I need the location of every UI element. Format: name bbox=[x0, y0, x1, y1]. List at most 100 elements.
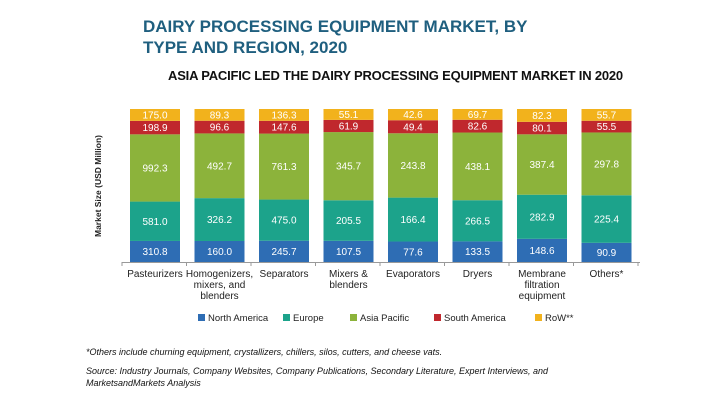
data-label: 345.7 bbox=[336, 162, 361, 173]
bar-segment-asia-pacific bbox=[581, 132, 632, 196]
data-label: 282.9 bbox=[529, 212, 554, 223]
bar-segment-europe bbox=[517, 194, 567, 239]
bar-segment-south-america bbox=[194, 120, 245, 134]
data-label: 581.0 bbox=[142, 217, 167, 228]
legend-swatch bbox=[198, 314, 205, 321]
x-tick-label: filtration bbox=[524, 280, 559, 291]
data-label: 55.1 bbox=[339, 110, 359, 121]
y-axis-label: Market Size (USD Million) bbox=[93, 135, 103, 237]
x-tick-label: Mixers & bbox=[329, 269, 368, 280]
data-label: 89.3 bbox=[210, 110, 230, 121]
data-label: 326.2 bbox=[207, 215, 232, 226]
legend-label: RoW** bbox=[545, 313, 574, 324]
data-label: 55.7 bbox=[597, 110, 617, 121]
legend-label: North America bbox=[208, 313, 269, 324]
bar-segment-europe bbox=[581, 195, 632, 243]
bar-segment-south-america bbox=[259, 120, 309, 134]
data-label: 492.7 bbox=[207, 161, 232, 172]
data-label: 69.7 bbox=[468, 110, 488, 121]
x-tick-label: Evaporators bbox=[386, 269, 440, 280]
legend-swatch bbox=[434, 314, 441, 321]
legend-swatch bbox=[535, 314, 542, 321]
bar-segment-europe bbox=[259, 199, 309, 241]
bar-segment-europe bbox=[194, 198, 245, 241]
bar-segment-asia-pacific bbox=[388, 133, 438, 198]
data-label: 198.9 bbox=[142, 123, 167, 134]
bar-segment-north-america bbox=[130, 240, 180, 262]
legend-label: South America bbox=[444, 313, 506, 324]
bar-segment-north-america bbox=[581, 242, 632, 262]
legend-label: Asia Pacific bbox=[360, 313, 409, 324]
bar-segment-north-america bbox=[517, 238, 567, 262]
footnote-others: *Others include churning equipment, crys… bbox=[86, 347, 443, 357]
bar-segment-row- bbox=[130, 109, 180, 121]
data-label: 160.0 bbox=[207, 247, 232, 258]
data-label: 42.6 bbox=[403, 110, 423, 121]
chart-title: DAIRY PROCESSING EQUIPMENT MARKET, BY TY… bbox=[143, 17, 528, 57]
bar-segment-south-america bbox=[323, 119, 374, 133]
data-label: 475.0 bbox=[271, 216, 296, 227]
data-label: 136.3 bbox=[271, 110, 296, 121]
data-label: 310.8 bbox=[142, 247, 167, 258]
data-label: 175.0 bbox=[142, 110, 167, 121]
data-label: 225.4 bbox=[594, 215, 619, 226]
legend-swatch bbox=[283, 314, 290, 321]
data-label: 297.8 bbox=[594, 159, 619, 170]
bar-segment-north-america bbox=[452, 241, 503, 262]
bar-segment-asia-pacific bbox=[452, 132, 503, 201]
x-tick-label: Membrane bbox=[518, 269, 566, 280]
data-label: 77.6 bbox=[403, 247, 423, 258]
data-label: 55.5 bbox=[597, 122, 617, 133]
bar-segment-europe bbox=[130, 201, 180, 241]
data-label: 245.7 bbox=[271, 247, 296, 258]
bar-segment-asia-pacific bbox=[323, 132, 374, 201]
data-label: 148.6 bbox=[529, 246, 554, 257]
bar-segment-north-america bbox=[194, 240, 245, 262]
bar-segment-row- bbox=[259, 109, 309, 121]
footnote-source-line2: MarketsandMarkets Analysis bbox=[86, 378, 201, 388]
data-label: 205.5 bbox=[336, 216, 361, 227]
x-tick-label: Others* bbox=[590, 269, 624, 280]
data-label: 61.9 bbox=[339, 121, 359, 132]
bar-segment-europe bbox=[452, 200, 503, 242]
data-label: 761.3 bbox=[271, 162, 296, 173]
footnote-source-line1: Source: Industry Journals, Company Websi… bbox=[86, 366, 549, 376]
data-label: 96.6 bbox=[210, 123, 230, 134]
bar-segment-europe bbox=[323, 200, 374, 241]
x-tick-label: Dryers bbox=[463, 269, 492, 280]
legend-label: Europe bbox=[293, 313, 324, 324]
data-label: 243.8 bbox=[400, 161, 425, 172]
bar-segment-row- bbox=[388, 109, 438, 121]
bar-segment-asia-pacific bbox=[194, 133, 245, 199]
data-label: 266.5 bbox=[465, 216, 490, 227]
bar-segment-south-america bbox=[388, 120, 438, 134]
bar-segment-asia-pacific bbox=[130, 134, 180, 202]
x-tick-label: Homogenizers, bbox=[186, 269, 253, 280]
bar-segment-row- bbox=[323, 109, 374, 120]
x-tick-label: Separators bbox=[260, 269, 309, 280]
data-label: 133.5 bbox=[465, 247, 490, 258]
bar-segment-asia-pacific bbox=[259, 133, 309, 200]
bar-segment-row- bbox=[517, 109, 567, 122]
data-label: 82.3 bbox=[532, 111, 552, 122]
legend-swatch bbox=[350, 314, 357, 321]
bar-segment-row- bbox=[194, 109, 245, 121]
data-label: 107.5 bbox=[336, 247, 361, 258]
data-label: 992.3 bbox=[142, 163, 167, 174]
chart-subtitle: ASIA PACIFIC LED THE DAIRY PROCESSING EQ… bbox=[168, 68, 623, 83]
data-label: 166.4 bbox=[400, 215, 425, 226]
x-tick-label: mixers, and bbox=[194, 280, 246, 291]
bar-segment-row- bbox=[452, 109, 503, 120]
bar-segment-north-america bbox=[259, 240, 309, 262]
x-tick-label: blenders bbox=[329, 280, 367, 291]
data-label: 82.6 bbox=[468, 122, 488, 133]
data-label: 90.9 bbox=[597, 248, 617, 259]
data-label: 80.1 bbox=[532, 124, 552, 135]
bar-segment-south-america bbox=[517, 121, 567, 135]
bar-segment-row- bbox=[581, 109, 632, 121]
bar-segment-south-america bbox=[130, 120, 180, 135]
x-tick-label: Pasteurizers bbox=[127, 269, 183, 280]
data-label: 387.4 bbox=[529, 160, 554, 171]
bar-segment-asia-pacific bbox=[517, 134, 567, 195]
